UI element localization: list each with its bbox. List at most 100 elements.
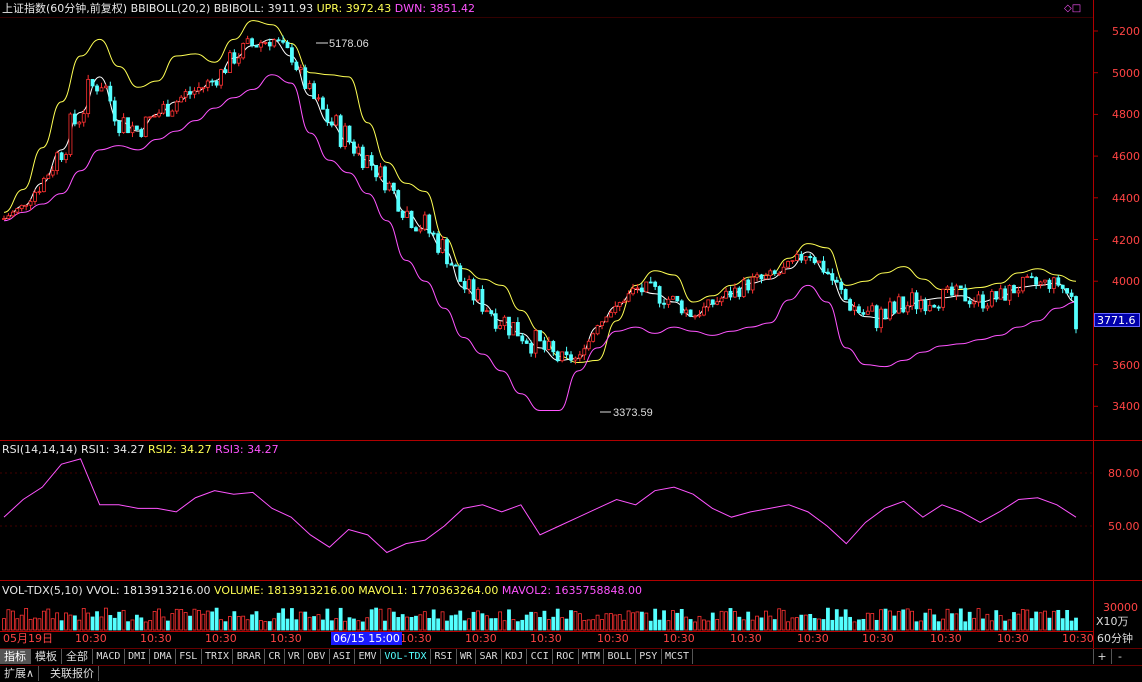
tab-sar[interactable]: SAR	[476, 649, 502, 664]
volume-bar	[157, 608, 161, 631]
rsi-guides	[0, 472, 1093, 527]
candle-body	[28, 200, 33, 206]
volume-bar	[826, 607, 830, 631]
volume-bar	[1043, 610, 1047, 631]
related-quotes-button[interactable]: 关联报价	[46, 666, 99, 681]
volume-bar	[329, 620, 334, 631]
candle-body	[936, 306, 941, 309]
volume-bar	[989, 620, 994, 631]
tab-kdj[interactable]: KDJ	[502, 649, 528, 664]
candle-body	[383, 166, 387, 191]
volume-bar	[103, 607, 108, 631]
tab-item-0[interactable]: 指标	[0, 649, 31, 664]
tab-wr[interactable]: WR	[457, 649, 477, 664]
candle-body	[693, 315, 697, 318]
tab-macd[interactable]: MACD	[93, 649, 125, 664]
candle-body	[724, 290, 728, 299]
candle-body	[170, 110, 175, 117]
volume-bar	[693, 621, 697, 631]
candle-body	[728, 290, 733, 298]
rsi-axis-80: 80.00	[1108, 467, 1140, 480]
rsi3-value: RSI3: 34.27	[215, 443, 279, 456]
volume-bar	[1012, 612, 1016, 631]
tab-emv[interactable]: EMV	[355, 649, 381, 664]
candle-body	[1020, 276, 1025, 292]
tab-mtm[interactable]: MTM	[579, 649, 605, 664]
tab-fsl[interactable]: FSL	[176, 649, 202, 664]
volume-bar	[338, 607, 343, 631]
tab-trix[interactable]: TRIX	[202, 649, 234, 664]
tab-cci[interactable]: CCI	[527, 649, 553, 664]
volume-bar	[197, 609, 201, 631]
volume-bar	[325, 608, 330, 631]
volume-bar	[1065, 610, 1070, 631]
volume-bar	[635, 611, 640, 631]
tab-vr[interactable]: VR	[285, 649, 304, 664]
expand-button[interactable]: 扩展∧	[0, 666, 40, 681]
volume-bar	[577, 613, 582, 631]
volume-bar	[542, 610, 547, 631]
candle-body	[139, 129, 144, 137]
candle-body	[440, 239, 445, 253]
candle-body	[1069, 292, 1074, 297]
tab-boll[interactable]: BOLL	[604, 649, 636, 664]
tab-rsi[interactable]: RSI	[431, 649, 457, 664]
volume-bar	[852, 621, 857, 631]
tab-cr[interactable]: CR	[265, 649, 285, 664]
zoom-in-button[interactable]: +	[1093, 649, 1110, 664]
candle-body	[852, 306, 857, 311]
volume-bar	[134, 614, 139, 631]
tab-dma[interactable]: DMA	[150, 649, 176, 664]
tab-dmi[interactable]: DMI	[125, 649, 151, 664]
candle-body	[688, 309, 693, 317]
volume-bar	[86, 612, 91, 631]
volume-bar	[10, 610, 15, 631]
candle-body	[232, 52, 237, 64]
candle-body	[263, 42, 268, 44]
candle-body	[493, 313, 498, 329]
candle-body	[848, 299, 852, 311]
tab-mcst[interactable]: MCST	[662, 649, 694, 664]
volume-bar	[524, 614, 529, 631]
pane-corner-icons[interactable]: ◇□	[1064, 3, 1082, 14]
candle-body	[290, 47, 294, 63]
volume-bar	[228, 616, 232, 631]
volume-bar	[830, 619, 835, 631]
volume-bar	[910, 610, 914, 631]
candle-body	[68, 113, 73, 155]
bollinger-bands	[3, 20, 1077, 411]
tab-item-2[interactable]: 全部	[62, 649, 93, 664]
candle-body	[923, 300, 928, 312]
volume-bar	[958, 608, 963, 631]
candle-body	[10, 211, 15, 217]
tab-brar[interactable]: BRAR	[233, 649, 266, 664]
candle-body	[790, 260, 795, 262]
tab-asi[interactable]: ASI	[330, 649, 356, 664]
price-pane-header: 上证指数(60分钟,前复权) BBIBOLL(20,2) BBIBOLL: 39…	[2, 2, 475, 15]
zoom-out-button[interactable]: -	[1111, 649, 1128, 664]
candle-body	[50, 170, 55, 176]
tab-roc[interactable]: ROC	[553, 649, 579, 664]
volume-bar	[183, 612, 188, 631]
volume-bar	[391, 611, 396, 631]
rsi-axis-50: 50.00	[1108, 520, 1140, 533]
candle-body	[396, 190, 401, 212]
indicator-name: BBIBOLL(20,2)	[130, 2, 211, 15]
candle-body	[414, 227, 418, 232]
candle-body	[108, 85, 113, 102]
tab-obv[interactable]: OBV	[304, 649, 330, 664]
tab-item-1[interactable]: 模板	[31, 649, 62, 664]
volume-bar	[768, 615, 773, 631]
candle-body	[130, 125, 135, 134]
candle-body	[733, 287, 737, 298]
tab-vol-tdx[interactable]: VOL-TDX	[381, 649, 432, 664]
volume-bar	[422, 611, 427, 631]
tab-psy[interactable]: PSY	[636, 649, 662, 664]
volume-bar	[657, 619, 662, 631]
volume-bar	[2, 618, 6, 631]
candle-body	[86, 78, 91, 115]
candle-body	[998, 288, 1003, 300]
volume-bar	[170, 613, 175, 631]
period-label[interactable]: 60分钟	[1097, 632, 1133, 645]
